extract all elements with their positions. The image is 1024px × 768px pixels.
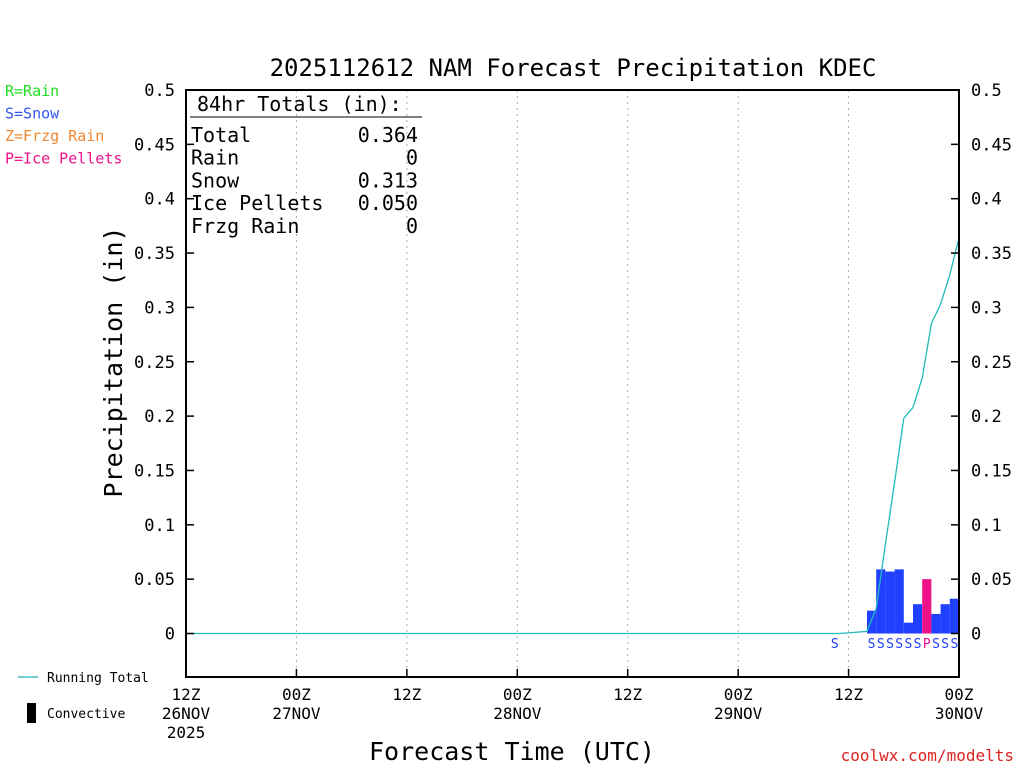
y-tick-label-left: 0.1 xyxy=(144,516,175,536)
x-tick-time: 12Z xyxy=(613,685,642,704)
x-tick-year: 2025 xyxy=(167,723,206,742)
convective-swatch xyxy=(27,703,36,723)
x-tick-date: 29NOV xyxy=(714,704,763,723)
precip-bar xyxy=(922,579,932,634)
y-tick-label-right: 0.2 xyxy=(971,407,1002,427)
precip-bar xyxy=(885,571,895,634)
y-tick-label-right: 0.15 xyxy=(971,461,1012,481)
y-tick-label-right: 0.45 xyxy=(971,135,1012,155)
precip-type-legend-item: Z=Frzg Rain xyxy=(5,127,104,145)
totals-row-value: 0 xyxy=(406,146,418,170)
precip-type-label: S xyxy=(941,637,949,652)
precip-bar xyxy=(949,598,959,634)
x-tick-time: 12Z xyxy=(392,685,421,704)
x-tick-date: 27NOV xyxy=(272,704,321,723)
legend-running-total: Running Total xyxy=(47,671,149,686)
precip-type-label: S xyxy=(831,637,839,652)
y-axis-left: 0 0.05 0.1 0.15 0.2 0.25 0.3 0.35 0.4 0.45 0.5 xyxy=(134,81,194,645)
x-tick-time: 00Z xyxy=(724,685,753,704)
precip-type-label: S xyxy=(877,637,885,652)
totals-row-value: 0.050 xyxy=(358,191,418,215)
totals-row-value: 0.313 xyxy=(358,168,418,192)
x-tick-time: 00Z xyxy=(282,685,311,704)
x-tick-time: 12Z xyxy=(834,685,863,704)
running-total-line xyxy=(186,237,960,635)
y-tick-label-left: 0.15 xyxy=(134,461,175,481)
totals-heading: 84hr Totals (in): xyxy=(197,92,402,116)
legend-convective: Convective xyxy=(47,707,125,722)
y-tick-label-right: 0 xyxy=(971,625,981,645)
y-tick-label-right: 0.25 xyxy=(971,353,1012,373)
precip-type-label: S xyxy=(950,637,958,652)
precip-type-label: S xyxy=(895,637,903,652)
x-tick-time: 12Z xyxy=(172,685,201,704)
y-tick-label-left: 0.25 xyxy=(134,353,175,373)
y-tick-label-right: 0.35 xyxy=(971,244,1012,264)
precip-type-label: S xyxy=(914,637,922,652)
x-tick-date: 30NOV xyxy=(935,704,984,723)
precip-type-legend-item: R=Rain xyxy=(5,82,59,100)
y-tick-label-left: 0.4 xyxy=(144,190,175,210)
y-axis-title: Precipitation (in) xyxy=(99,227,128,498)
x-tick-date: 28NOV xyxy=(493,704,542,723)
bottom-legend: Running Total Convective xyxy=(18,671,149,723)
credit-link[interactable]: coolwx.com/modelts xyxy=(841,746,1014,765)
precip-type-label: S xyxy=(868,637,876,652)
totals-row-label: Rain xyxy=(191,146,239,170)
y-tick-label-right: 0.4 xyxy=(971,190,1002,210)
precip-bar xyxy=(903,622,913,634)
precip-bar xyxy=(940,604,950,634)
grid-lines xyxy=(295,90,850,677)
precip-type-label: P xyxy=(923,637,931,652)
precip-type-label: S xyxy=(932,637,940,652)
totals-row-label: Snow xyxy=(191,168,240,192)
precip-bar xyxy=(894,569,904,634)
totals-box: 84hr Totals (in): Total 0.364 Rain 0 Snow 0.3… xyxy=(190,92,422,238)
totals-row-value: 0 xyxy=(406,214,418,238)
x-tick-time: 00Z xyxy=(503,685,532,704)
y-tick-label-right: 0.05 xyxy=(971,570,1012,590)
y-tick-label-left: 0.2 xyxy=(144,407,175,427)
y-tick-label-left: 0.35 xyxy=(134,244,175,264)
y-tick-label-left: 0.05 xyxy=(134,570,175,590)
y-tick-label-right: 0.5 xyxy=(971,81,1002,101)
precip-bar xyxy=(866,610,877,634)
chart-title: 2025112612 NAM Forecast Precipitation KD… xyxy=(270,54,877,82)
totals-row-value: 0.364 xyxy=(358,123,418,147)
y-tick-label-left: 0.5 xyxy=(144,81,175,101)
precip-bar xyxy=(931,613,941,634)
totals-row-label: Total xyxy=(191,123,251,147)
precip-type-legend-item: P=Ice Pellets xyxy=(5,150,122,168)
precip-type-legend-item: S=Snow xyxy=(5,105,60,123)
precip-type-label: S xyxy=(904,637,912,652)
totals-row-label: Ice Pellets xyxy=(191,191,323,215)
bar-series xyxy=(866,569,959,634)
precip-bar xyxy=(912,604,923,634)
plot-frame xyxy=(185,89,960,678)
y-tick-label-right: 0.3 xyxy=(971,298,1002,318)
x-axis-title: Forecast Time (UTC) xyxy=(369,737,655,766)
y-tick-label-left: 0.45 xyxy=(134,135,175,155)
y-axis-right: 0 0.05 0.1 0.15 0.2 0.25 0.3 0.35 0.4 0.45 0.5 xyxy=(951,81,1012,645)
totals-row-label: Frzg Rain xyxy=(191,214,299,238)
x-tick-date: 26NOV xyxy=(162,704,211,723)
y-tick-label-left: 0.3 xyxy=(144,298,175,318)
x-tick-time: 00Z xyxy=(945,685,974,704)
precip-type-label: S xyxy=(886,637,894,652)
precip-bar xyxy=(876,569,886,634)
y-tick-label-right: 0.1 xyxy=(971,516,1002,536)
y-tick-label-left: 0 xyxy=(165,625,175,645)
precip-type-legend: R=Rain S=Snow Z=Frzg Rain P=Ice Pellets xyxy=(5,82,122,168)
